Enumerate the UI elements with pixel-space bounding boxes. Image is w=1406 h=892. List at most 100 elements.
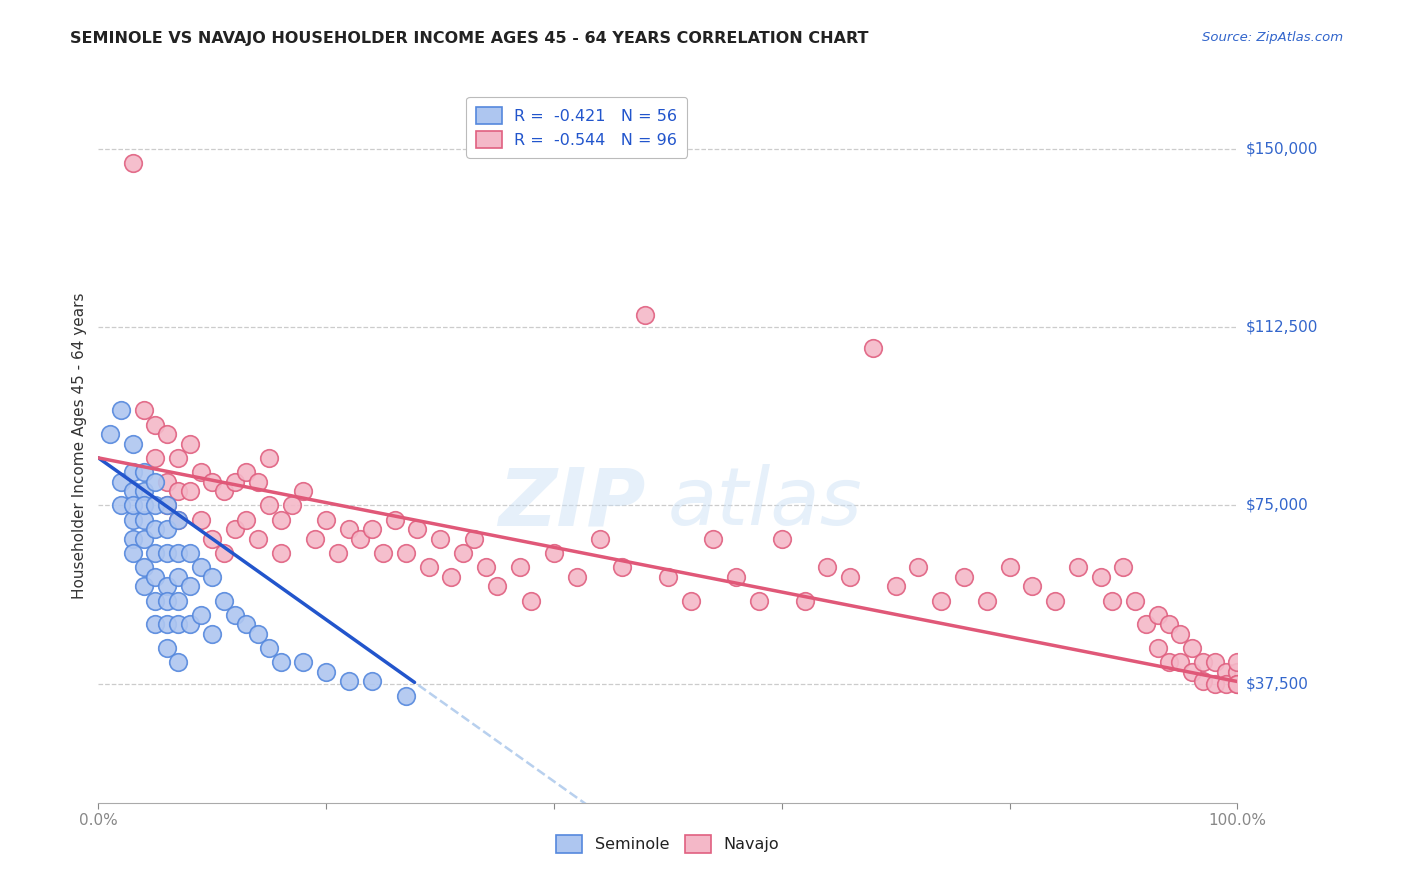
Point [634,308,657,322]
Point [1226,677,1249,691]
Point [235,465,257,479]
Point [292,656,315,670]
Text: $75,000: $75,000 [1246,498,1309,513]
Point [167,570,190,584]
Point [292,484,315,499]
Point [156,427,179,442]
Point [121,499,143,513]
Point [349,532,371,546]
Point [395,689,418,703]
Point [224,475,246,489]
Point [145,417,167,432]
Point [337,522,360,536]
Text: $150,000: $150,000 [1246,141,1317,156]
Point [1170,656,1192,670]
Point [657,570,679,584]
Point [190,465,212,479]
Point [1043,593,1066,607]
Point [132,499,155,513]
Point [281,499,304,513]
Point [1021,579,1043,593]
Point [1192,674,1215,689]
Point [145,450,167,465]
Point [190,513,212,527]
Point [1192,656,1215,670]
Point [212,484,235,499]
Point [224,607,246,622]
Point [976,593,998,607]
Point [1123,593,1146,607]
Point [839,570,862,584]
Point [121,546,143,560]
Point [156,546,179,560]
Point [167,593,190,607]
Point [1226,665,1249,679]
Text: atlas: atlas [668,464,863,542]
Point [907,560,929,574]
Point [201,627,224,641]
Y-axis label: Householder Income Ages 45 - 64 years: Householder Income Ages 45 - 64 years [72,293,87,599]
Point [190,560,212,574]
Point [679,593,702,607]
Point [1215,677,1237,691]
Point [179,546,201,560]
Point [121,465,143,479]
Point [121,484,143,499]
Point [121,436,143,450]
Point [121,156,143,170]
Point [315,665,337,679]
Legend: Seminole, Navajo: Seminole, Navajo [550,829,786,859]
Point [156,499,179,513]
Point [725,570,748,584]
Point [110,499,132,513]
Point [406,522,429,536]
Text: $112,500: $112,500 [1246,319,1317,334]
Point [1181,665,1204,679]
Point [748,593,770,607]
Text: ZIP: ZIP [498,464,645,542]
Point [145,546,167,560]
Point [179,436,201,450]
Point [201,570,224,584]
Point [1157,656,1180,670]
Point [429,532,451,546]
Point [270,546,292,560]
Point [1181,641,1204,656]
Point [270,513,292,527]
Point [212,593,235,607]
Point [145,499,167,513]
Point [156,617,179,632]
Point [132,579,155,593]
Point [395,546,418,560]
Point [179,617,201,632]
Point [463,532,485,546]
Point [440,570,463,584]
Point [132,560,155,574]
Point [1157,617,1180,632]
Point [259,450,281,465]
Point [246,627,269,641]
Point [588,532,610,546]
Point [998,560,1021,574]
Point [132,532,155,546]
Point [509,560,531,574]
Point [132,513,155,527]
Point [167,546,190,560]
Point [1226,656,1249,670]
Point [121,513,143,527]
Point [1226,677,1249,691]
Point [167,656,190,670]
Point [145,593,167,607]
Point [156,593,179,607]
Text: $37,500: $37,500 [1246,676,1309,691]
Point [1170,627,1192,641]
Point [315,513,337,527]
Point [132,484,155,499]
Point [110,475,132,489]
Point [418,560,440,574]
Point [145,617,167,632]
Point [1112,560,1135,574]
Point [793,593,815,607]
Point [520,593,543,607]
Point [156,522,179,536]
